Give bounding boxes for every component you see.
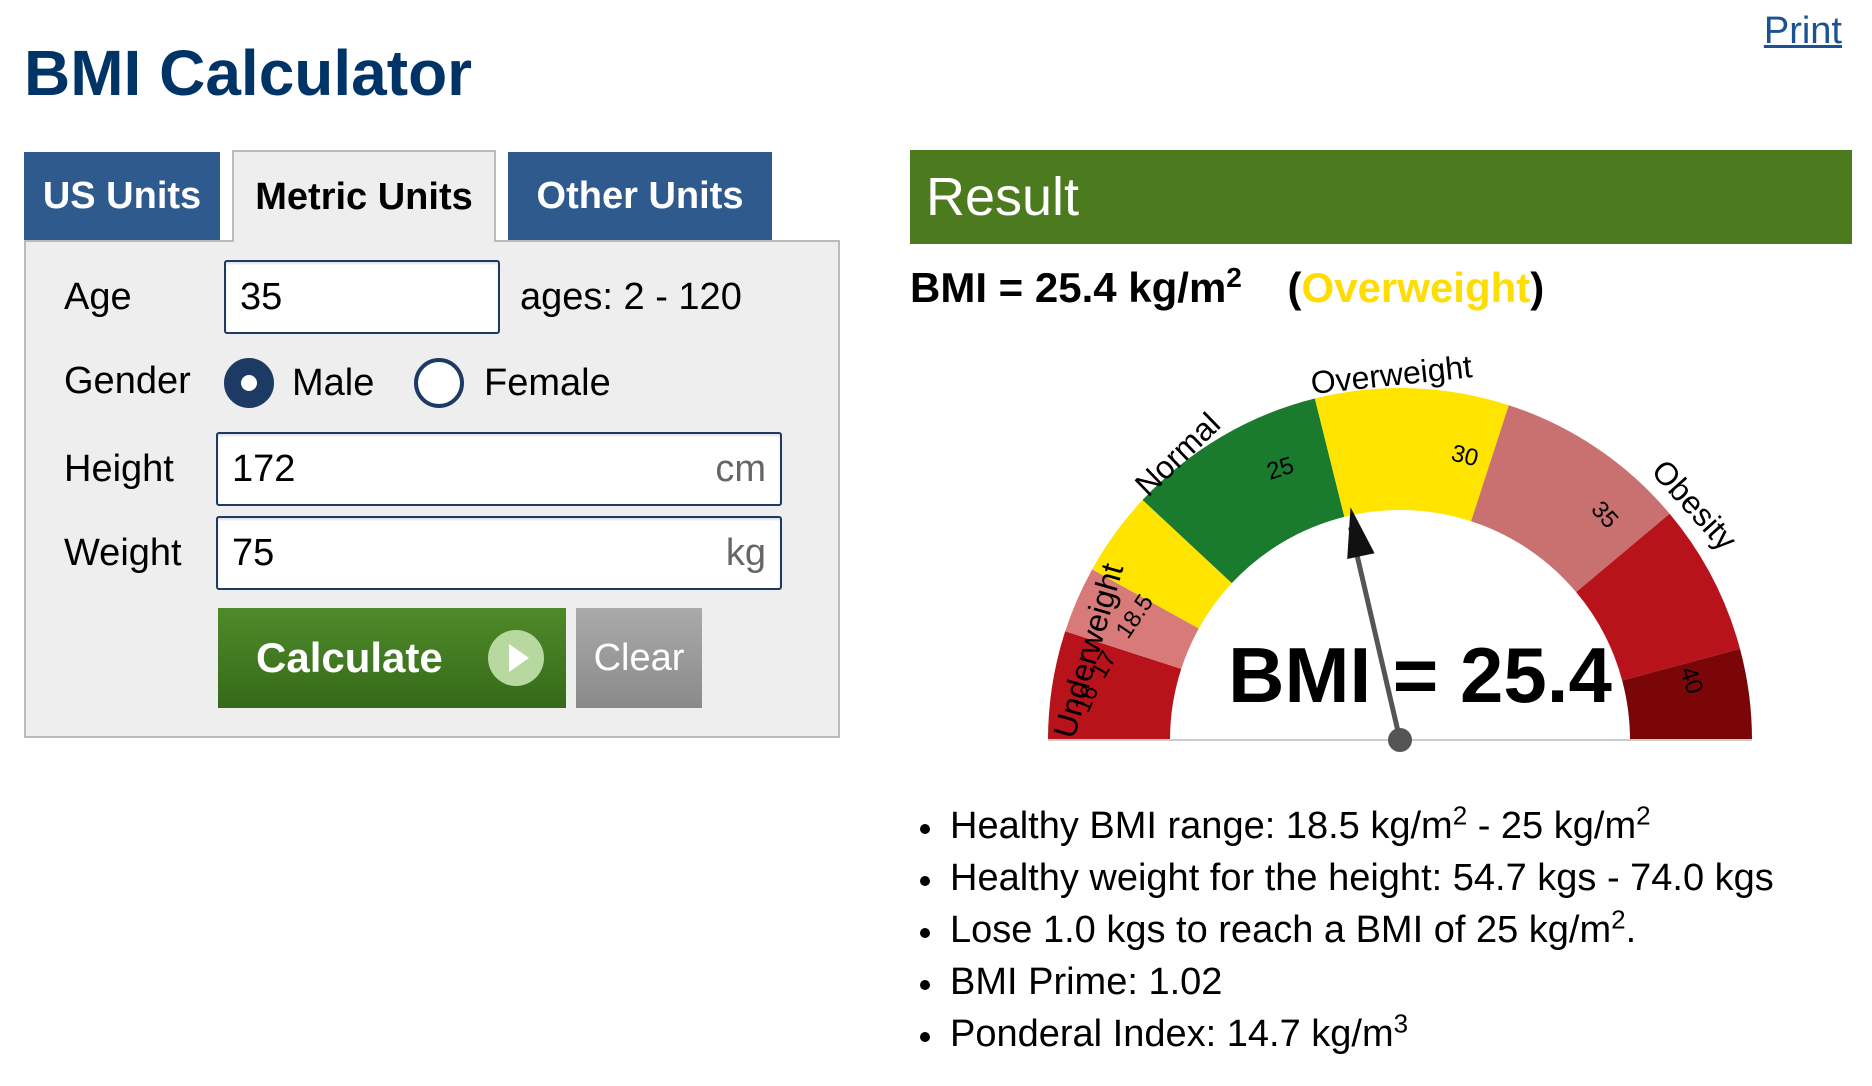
age-value: 35: [240, 275, 283, 318]
weight-value: 75: [232, 531, 275, 574]
gauge-zone-6: [1576, 513, 1741, 681]
close-paren: ): [1530, 264, 1545, 311]
gauge-value: BMI = 25.4: [1228, 631, 1612, 719]
result-header: Result: [910, 150, 1852, 244]
gauge-zone-3: [1142, 398, 1345, 584]
height-value: 172: [232, 447, 296, 490]
bmi-category: Overweight: [1301, 264, 1531, 311]
male-label[interactable]: Male: [292, 362, 375, 404]
tab-us-units[interactable]: US Units: [24, 152, 220, 240]
tick-30: 30: [1449, 440, 1481, 473]
ponderal-index: Ponderal Index: 14.7 kg/m3: [910, 1008, 1860, 1060]
calculate-button[interactable]: Calculate: [218, 608, 566, 708]
bmi-prime: BMI Prime: 1.02: [910, 956, 1860, 1008]
bmi-text: BMI = 25.4 kg/m: [910, 264, 1227, 311]
open-paren: (: [1287, 264, 1302, 311]
bmi-form: Age 35 ages: 2 - 120 Gender Male Female …: [24, 240, 840, 738]
page-title: BMI Calculator: [24, 37, 473, 109]
gauge-zone-1: [1065, 569, 1199, 669]
weight-unit: kg: [725, 531, 766, 574]
tab-other-units[interactable]: Other Units: [508, 152, 772, 240]
age-hint: ages: 2 - 120: [520, 276, 742, 318]
gender-label: Gender: [64, 360, 191, 402]
clear-button[interactable]: Clear: [576, 608, 702, 708]
height-input[interactable]: 172 cm: [216, 432, 782, 506]
height-unit: cm: [715, 447, 766, 490]
gauge-zone-0: [1048, 631, 1182, 740]
age-label: Age: [64, 276, 132, 318]
gauge-zone-4: [1314, 388, 1509, 522]
needle-shaft: [1348, 526, 1403, 741]
gauge-zone-7: [1622, 648, 1752, 740]
bmi-exponent: 2: [1226, 262, 1242, 293]
weight-label: Weight: [64, 532, 182, 574]
healthy-bmi-range: Healthy BMI range: 18.5 kg/m2 - 25 kg/m2: [910, 800, 1860, 852]
needle-hub: [1388, 728, 1412, 752]
gauge-zone-5: [1471, 405, 1670, 593]
gauge-needle: [1347, 507, 1403, 741]
female-label[interactable]: Female: [484, 362, 611, 404]
tab-metric-units[interactable]: Metric Units: [232, 150, 496, 242]
gauge-zones: [1048, 388, 1752, 741]
female-radio[interactable]: [414, 358, 464, 408]
result-details: Healthy BMI range: 18.5 kg/m2 - 25 kg/m2…: [910, 800, 1860, 1060]
height-label: Height: [64, 448, 174, 490]
bmi-summary: BMI = 25.4 kg/m2 (Overweight): [910, 262, 1544, 312]
healthy-weight: Healthy weight for the height: 54.7 kgs …: [910, 852, 1860, 904]
play-icon: [488, 630, 544, 686]
calculate-label: Calculate: [256, 634, 443, 681]
bmi-gauge: 16 17 18.5 25 30 35 40 Underweight Norma…: [1046, 348, 1752, 752]
weight-input[interactable]: 75 kg: [216, 516, 782, 590]
age-input[interactable]: 35: [224, 260, 500, 334]
print-link[interactable]: Print: [1763, 10, 1842, 52]
lose-weight: Lose 1.0 kgs to reach a BMI of 25 kg/m2.: [910, 904, 1860, 956]
gauge-zone-2: [1092, 499, 1232, 629]
needle-arrow-icon: [1347, 507, 1375, 560]
male-radio[interactable]: [224, 358, 274, 408]
